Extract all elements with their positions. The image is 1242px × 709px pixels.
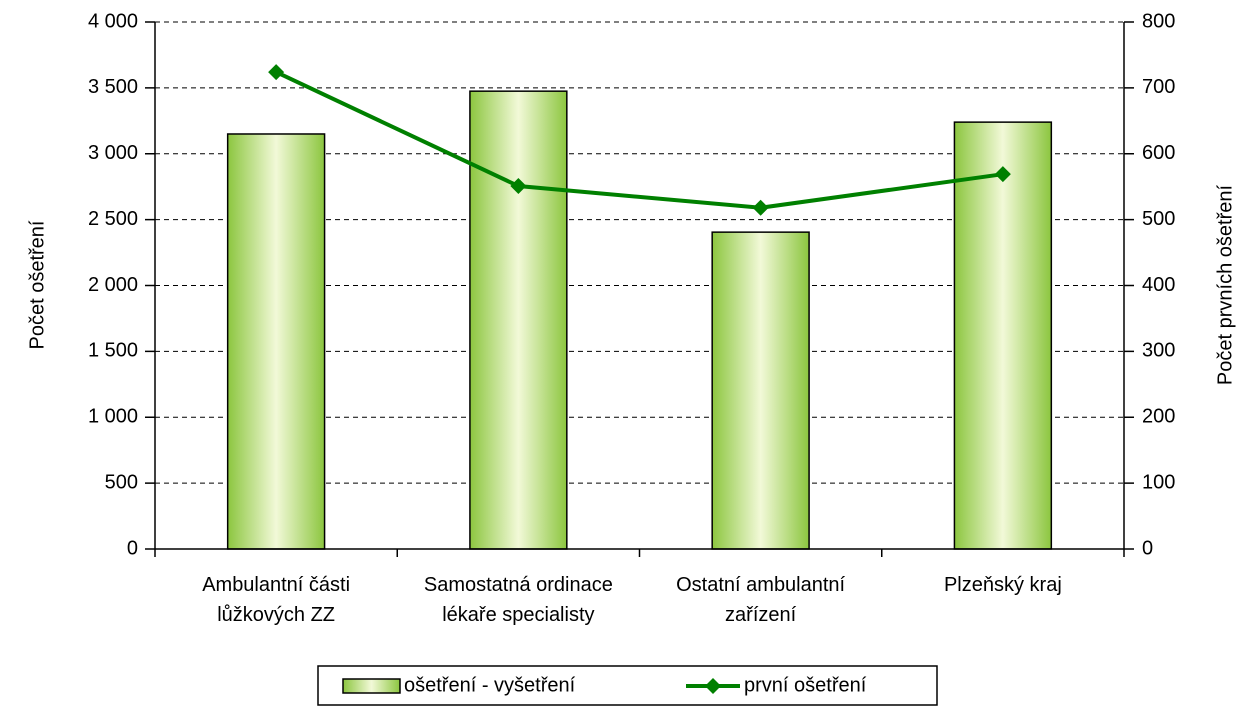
- y-tick-label: 2 500: [88, 208, 138, 230]
- y-tick-label: 500: [105, 471, 138, 493]
- y2-tick-label: 800: [1142, 10, 1175, 32]
- y-tick-label: 3 500: [88, 76, 138, 98]
- legend-marker: [705, 678, 721, 694]
- y-tick-label: 3 000: [88, 142, 138, 164]
- legend-label: ošetření - vyšetření: [404, 674, 576, 696]
- bar: [226, 133, 326, 550]
- y2-tick-label: 500: [1142, 208, 1175, 230]
- y2-tick-label: 100: [1142, 471, 1175, 493]
- y-axis-label: Počet ošetření: [26, 220, 48, 349]
- legend-swatch: [342, 678, 401, 694]
- line-marker: [752, 199, 769, 216]
- x-tick-label: Ambulantní části lůžkových ZZ: [202, 574, 350, 626]
- y-tick-label: 1 500: [88, 340, 138, 362]
- bar: [469, 90, 568, 550]
- line-marker: [994, 166, 1011, 183]
- x-tick-label: Samostatná ordinace lékaře specialisty: [424, 574, 613, 626]
- y2-tick-label: 300: [1142, 340, 1175, 362]
- y2-axis-label: Počet prvních ošetření: [1214, 185, 1236, 386]
- y2-tick-label: 0: [1142, 537, 1153, 559]
- y2-tick-label: 200: [1142, 406, 1175, 428]
- y2-tick-label: 700: [1142, 76, 1175, 98]
- y-tick-label: 0: [127, 537, 138, 559]
- line-marker: [268, 64, 285, 81]
- x-tick-label: Ostatní ambulantní zařízení: [676, 574, 845, 626]
- y2-tick-label: 600: [1142, 142, 1175, 164]
- bar: [711, 231, 810, 550]
- line-marker: [510, 178, 527, 195]
- legend-label: první ošetření: [744, 674, 867, 696]
- line: [275, 70, 1004, 210]
- bar: [953, 121, 1053, 550]
- y-tick-label: 1 000: [88, 406, 138, 428]
- y2-tick-label: 400: [1142, 274, 1175, 296]
- x-tick-label: Plzeňský kraj: [944, 574, 1062, 596]
- y-tick-label: 4 000: [88, 10, 138, 32]
- y-tick-label: 2 000: [88, 274, 138, 296]
- legend-box: [317, 665, 938, 706]
